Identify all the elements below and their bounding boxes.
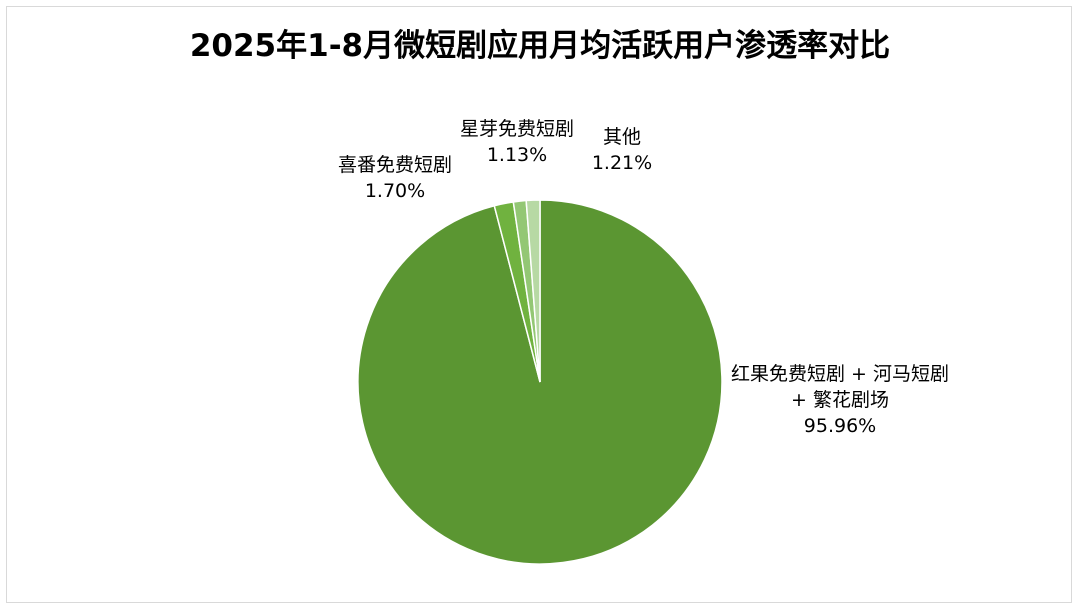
pie-slice-4 (525, 199, 541, 383)
slice-name-label-2: 喜番免费短剧 (338, 154, 452, 176)
slice-name-label-4: 其他 (603, 126, 641, 148)
slice-value-label-1: 95.96% (804, 415, 876, 437)
slice-value-label-4: 1.21% (592, 152, 652, 174)
slice-name-label-1: 红果免费短剧 + 河马短剧 (731, 363, 949, 385)
slice-value-label-2: 1.70% (365, 180, 425, 202)
chart-title: 2025年1-8月微短剧应用月均活跃用户渗透率对比 (189, 28, 891, 64)
slice-name-label-3: 星芽免费短剧 (460, 118, 574, 140)
slice-name-label-1: + 繁花剧场 (791, 389, 889, 411)
slice-value-label-3: 1.13% (487, 144, 547, 166)
